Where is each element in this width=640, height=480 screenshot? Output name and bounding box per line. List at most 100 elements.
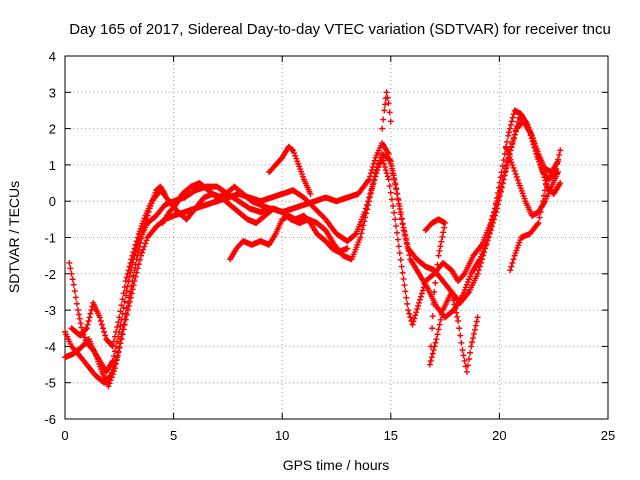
data-point [449,293,456,300]
data-point [380,160,387,167]
data-point [388,196,395,203]
data-point [111,333,118,340]
data-point [113,328,120,335]
data-point [124,307,131,314]
data-point [420,284,427,291]
data-point [381,107,388,114]
data-point [509,161,516,168]
data-point [497,187,504,194]
data-point [128,290,135,297]
data-point [110,338,117,345]
y-tick-label: -4 [44,339,56,354]
data-point [386,109,393,116]
data-point [419,287,426,294]
data-point [500,157,507,164]
data-point [437,243,444,250]
data-point [123,311,130,318]
data-point [114,352,121,359]
data-point [452,305,459,312]
data-point [387,158,394,165]
data-point [389,203,396,210]
data-point [88,307,95,314]
data-point [480,248,487,255]
data-point [108,342,115,349]
data-point [344,245,351,252]
data-point [457,332,464,339]
data-point [456,325,463,332]
axis-ticks [64,55,609,420]
data-point [110,368,117,375]
data-point [426,361,433,368]
data-point [119,296,126,303]
data-point [504,138,511,145]
y-tick-labels: -6 -5 -4 -3 -2 -1 0 1 2 3 4 [44,49,56,427]
data-point [439,233,446,240]
data-point [507,267,514,274]
data-point [390,172,397,179]
data-point [461,287,468,294]
data-point [431,343,438,350]
data-point [429,350,436,357]
data-point [477,253,484,260]
data-point [451,301,458,308]
data-point [117,322,124,329]
data-point [407,314,414,321]
data-point [557,147,564,154]
data-point [467,349,474,356]
data-point [391,176,398,183]
data-point [133,269,140,276]
data-point [509,140,516,147]
data-point [429,325,436,332]
data-point [385,151,392,158]
data-point [122,278,129,285]
data-point [434,261,441,268]
data-point [359,226,366,233]
data-point [288,146,295,153]
y-tick-label: -5 [44,376,56,391]
y-tick-label: 1 [49,158,56,173]
data-point [427,357,434,364]
data-point [109,357,116,364]
data-point [472,322,479,329]
data-point [469,339,476,346]
data-point [130,249,137,256]
data-point [395,196,402,203]
data-point [371,157,378,164]
data-point [538,203,545,210]
data-point [459,347,466,354]
data-point [380,116,387,123]
data-point [97,317,104,324]
data-point [500,176,507,183]
series-arc-6 [227,212,351,263]
data-point [502,165,509,172]
data-point [86,314,93,321]
data-point [432,339,439,346]
data-point [397,256,404,263]
x-tick-label: 25 [601,428,615,443]
data-point [434,331,441,338]
data-point [436,321,443,328]
data-point [442,219,449,226]
data-point [366,198,373,205]
data-point [430,301,437,308]
data-point [510,164,517,171]
data-point [545,175,552,182]
data-point [290,147,297,154]
data-point [459,292,466,299]
data-point [507,121,514,128]
data-point [460,352,467,359]
data-point [117,340,124,347]
data-point [403,294,410,301]
data-point [291,150,298,157]
data-point [448,288,455,295]
data-point [412,312,419,319]
data-point [463,368,470,375]
data-point [114,324,121,331]
data-point [397,209,404,216]
data-point [463,281,470,288]
y-tick-label: 3 [49,85,56,100]
data-point [119,331,126,338]
data-point [464,278,471,285]
data-point [121,321,128,328]
